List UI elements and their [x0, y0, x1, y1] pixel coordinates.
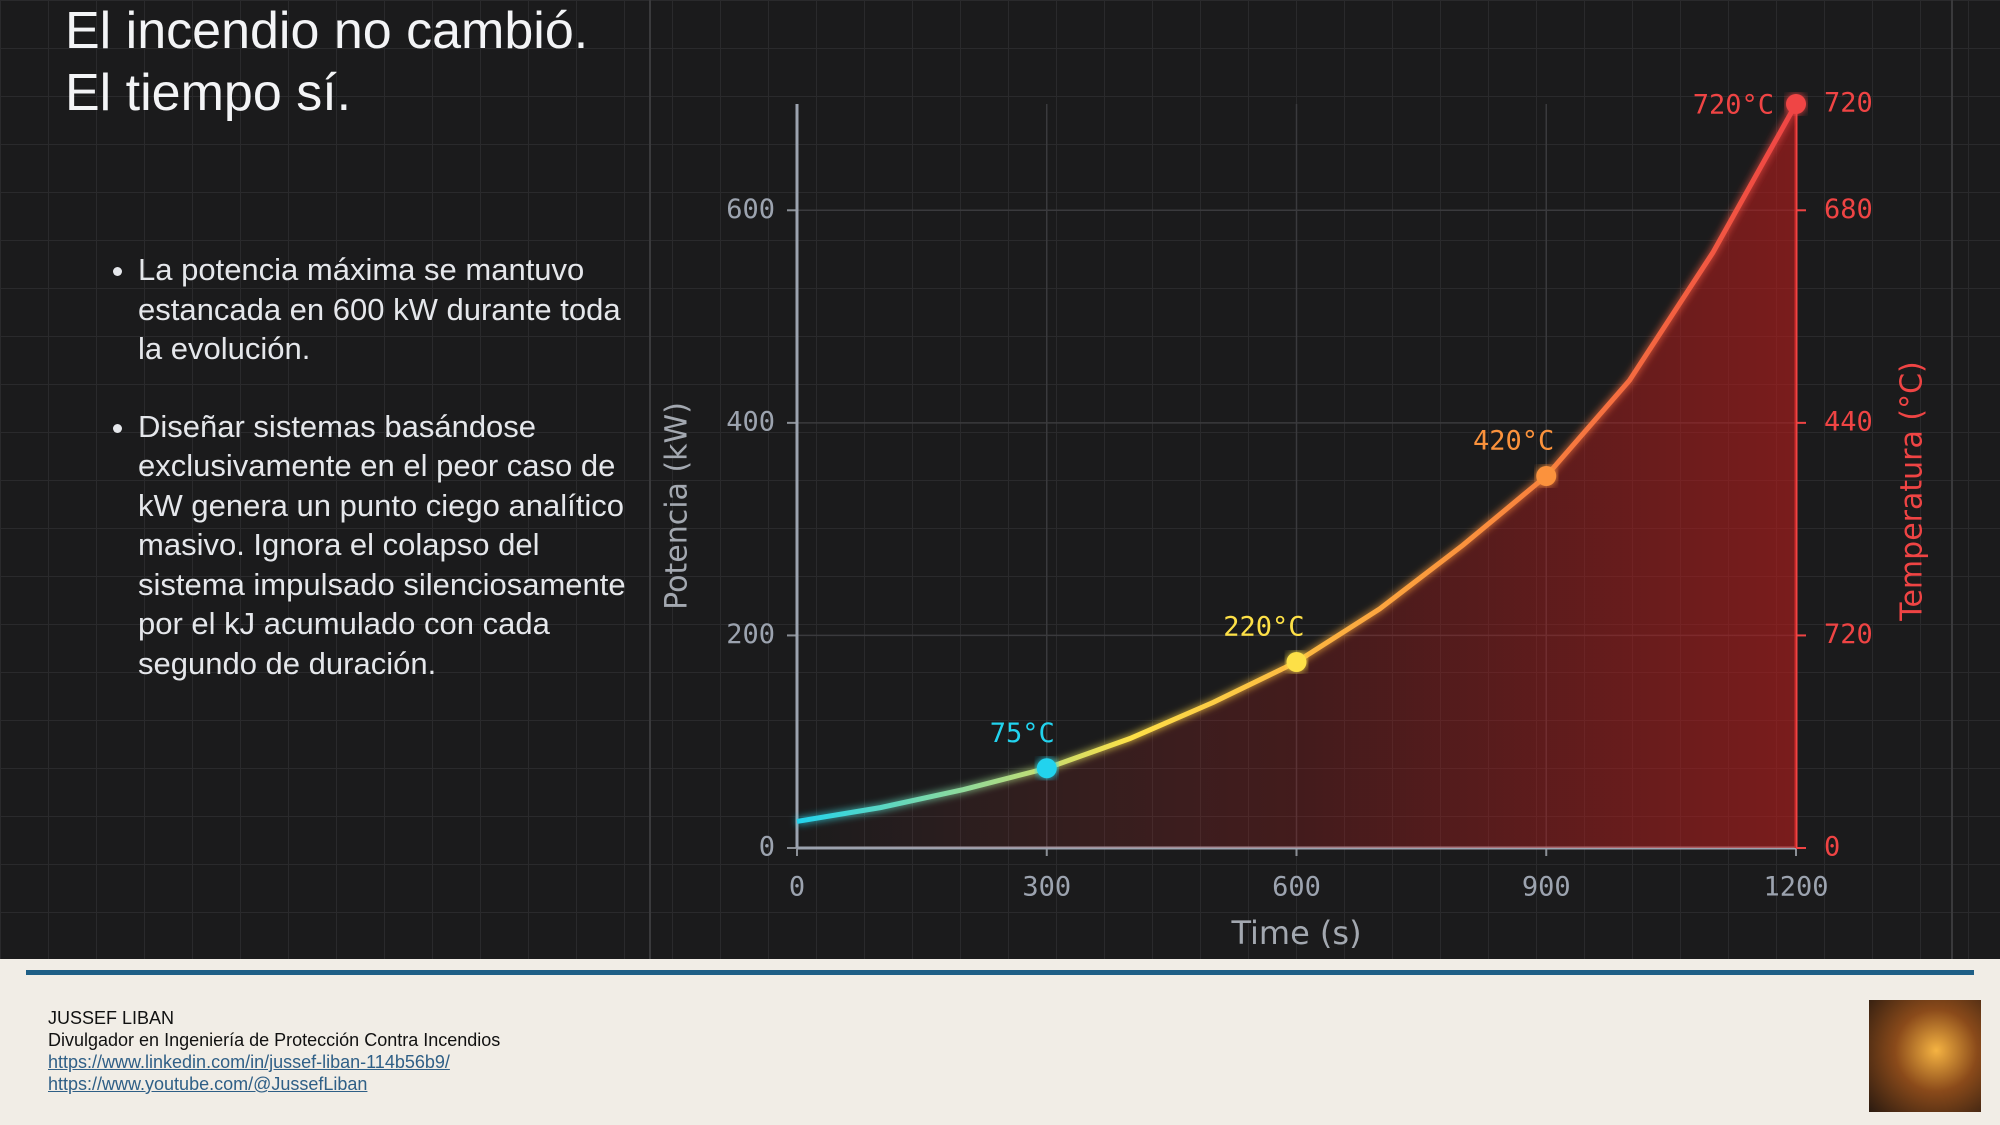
point — [1786, 94, 1806, 114]
y2-tick-label: 440 — [1824, 406, 1873, 437]
y2-axis-label: Temperatura (°C) — [1895, 361, 1930, 622]
title-line: El tiempo sí. — [65, 64, 352, 122]
y2-tick-label: 0 — [1824, 832, 1840, 863]
y-tick-label: 600 — [726, 194, 775, 225]
author: JUSSEF LIBAN — [48, 1008, 175, 1028]
annotation: 220°C — [1223, 612, 1304, 643]
footer: JUSSEF LIBAN Divulgador en Ingeniería de … — [48, 1007, 500, 1095]
title: El incendio no cambió. El tiempo sí. — [65, 0, 588, 124]
y-tick-label: 0 — [759, 832, 775, 863]
x-tick-label: 1200 — [1763, 872, 1828, 903]
y-tick-label: 400 — [726, 406, 775, 437]
x-tick-label: 300 — [1022, 872, 1071, 903]
y-axis-label: Potencia (kW) — [660, 402, 695, 610]
role: Divulgador en Ingeniería de Protección C… — [48, 1030, 501, 1050]
bullets: La potencia máxima se mantuvo estancada … — [98, 250, 648, 721]
x-axis-label: Time (s) — [1230, 914, 1361, 952]
title-line: El incendio no cambió. — [65, 2, 589, 60]
link[interactable]: https://www.linkedin.com/in/jussef-liban… — [48, 1052, 450, 1072]
x-tick-label: 900 — [1522, 872, 1571, 903]
area — [797, 104, 1796, 848]
y-tick-label: 200 — [726, 619, 775, 650]
y2-tick-label: 720 — [1824, 619, 1873, 650]
point — [1036, 758, 1057, 779]
x-tick-label: 600 — [1272, 872, 1321, 903]
annotation: 720°C — [1693, 90, 1774, 121]
bullet: Diseñar sistemas basándose exclusivament… — [138, 407, 648, 684]
y2-tick-label: 720 — [1824, 88, 1873, 119]
link[interactable]: https://www.youtube.com/@JussefLiban — [48, 1074, 368, 1094]
annotation: 75°C — [990, 718, 1055, 749]
author-photo — [1869, 1000, 1981, 1112]
chart: 0 300 600 900 1200 0 200 400 600 0 720 440 680 720 Tim… — [649, 0, 1953, 959]
footer-rule — [26, 970, 1974, 975]
point — [1536, 466, 1557, 486]
x-tick-label: 0 — [789, 872, 805, 903]
y2-tick-label: 680 — [1824, 194, 1873, 225]
bullet: La potencia máxima se mantuvo estancada … — [138, 250, 648, 369]
annotation: 420°C — [1473, 426, 1554, 457]
point — [1286, 652, 1307, 672]
